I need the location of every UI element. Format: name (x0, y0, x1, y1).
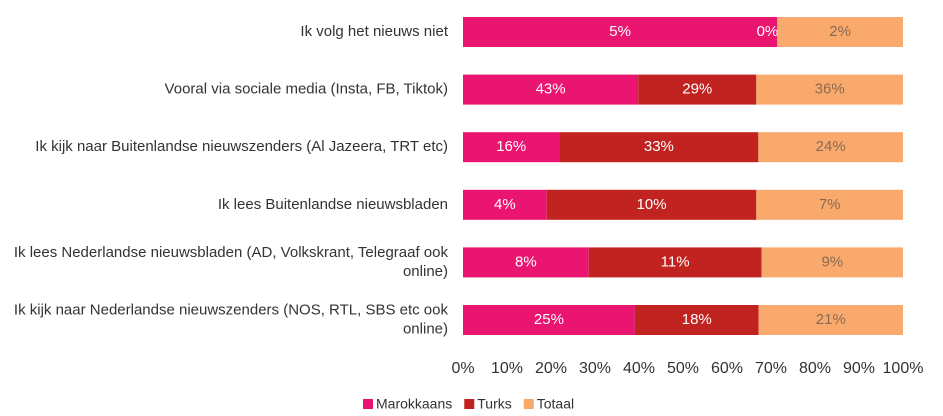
legend-swatch (363, 399, 373, 409)
value-label: 10% (637, 196, 667, 213)
x-tick-label: 70% (755, 360, 787, 377)
x-tick-label: 90% (843, 360, 875, 377)
x-tick-label: 100% (883, 360, 924, 377)
bar-segment (559, 132, 759, 163)
value-label: 16% (496, 138, 526, 155)
value-label: 24% (816, 138, 846, 155)
bar-segment (463, 17, 778, 47)
category-label: Ik lees Buitenlandse nieuwsbladen (218, 196, 448, 213)
bar-segment (588, 247, 762, 278)
category-label: Ik lees Nederlandse nieuwsbladen (AD, Vo… (14, 244, 449, 280)
x-tick-label: 10% (491, 360, 523, 377)
value-label: 18% (682, 311, 712, 328)
x-tick-label: 30% (579, 360, 611, 377)
bar-segment (463, 132, 560, 163)
x-tick-label: 20% (535, 360, 567, 377)
category-label: Vooral via sociale media (Insta, FB, Tik… (165, 81, 448, 98)
value-label: 36% (815, 81, 845, 98)
value-label: 29% (682, 81, 712, 98)
legend-label: Turks (477, 396, 511, 412)
legend-swatch (464, 399, 475, 409)
bar-segment (463, 189, 547, 220)
value-label: 7% (819, 196, 841, 213)
value-label: 11% (661, 253, 690, 270)
bar-segment (638, 74, 757, 105)
legend-swatch (523, 399, 534, 409)
category-label: Ik volg het nieuws niet (300, 23, 448, 40)
bar-segment (758, 305, 903, 335)
x-tick-label: 0% (451, 360, 474, 377)
value-label: 4% (494, 196, 516, 213)
value-label: 0% (757, 23, 779, 40)
bar-segment (756, 74, 903, 105)
bar-segment (463, 247, 589, 278)
legend-label: Marokkaans (376, 396, 452, 412)
x-tick-label: 40% (623, 360, 655, 377)
bar-segment (463, 74, 639, 105)
value-label: 25% (534, 311, 564, 328)
category-label: Ik kijk naar Buitenlandse nieuwszenders … (35, 138, 448, 155)
x-tick-label: 80% (799, 360, 831, 377)
bar-segment (634, 305, 759, 335)
bar-segment (761, 247, 903, 278)
value-label: 9% (821, 253, 843, 270)
value-label: 33% (644, 138, 674, 155)
value-label: 2% (829, 23, 851, 40)
value-label: 21% (816, 311, 846, 328)
value-label: 8% (515, 253, 537, 270)
x-tick-label: 60% (711, 360, 743, 377)
category-label: Ik kijk naar Nederlandse nieuwszenders (… (14, 301, 449, 337)
bar-segment (463, 305, 635, 335)
legend-label: Totaal (537, 396, 574, 412)
bar-segment (546, 189, 757, 220)
value-label: 5% (609, 23, 631, 40)
bar-segment (777, 17, 903, 47)
value-label: 43% (536, 81, 566, 98)
bar-segment (758, 132, 903, 163)
bar-segment (756, 189, 903, 220)
x-tick-label: 50% (667, 360, 699, 377)
